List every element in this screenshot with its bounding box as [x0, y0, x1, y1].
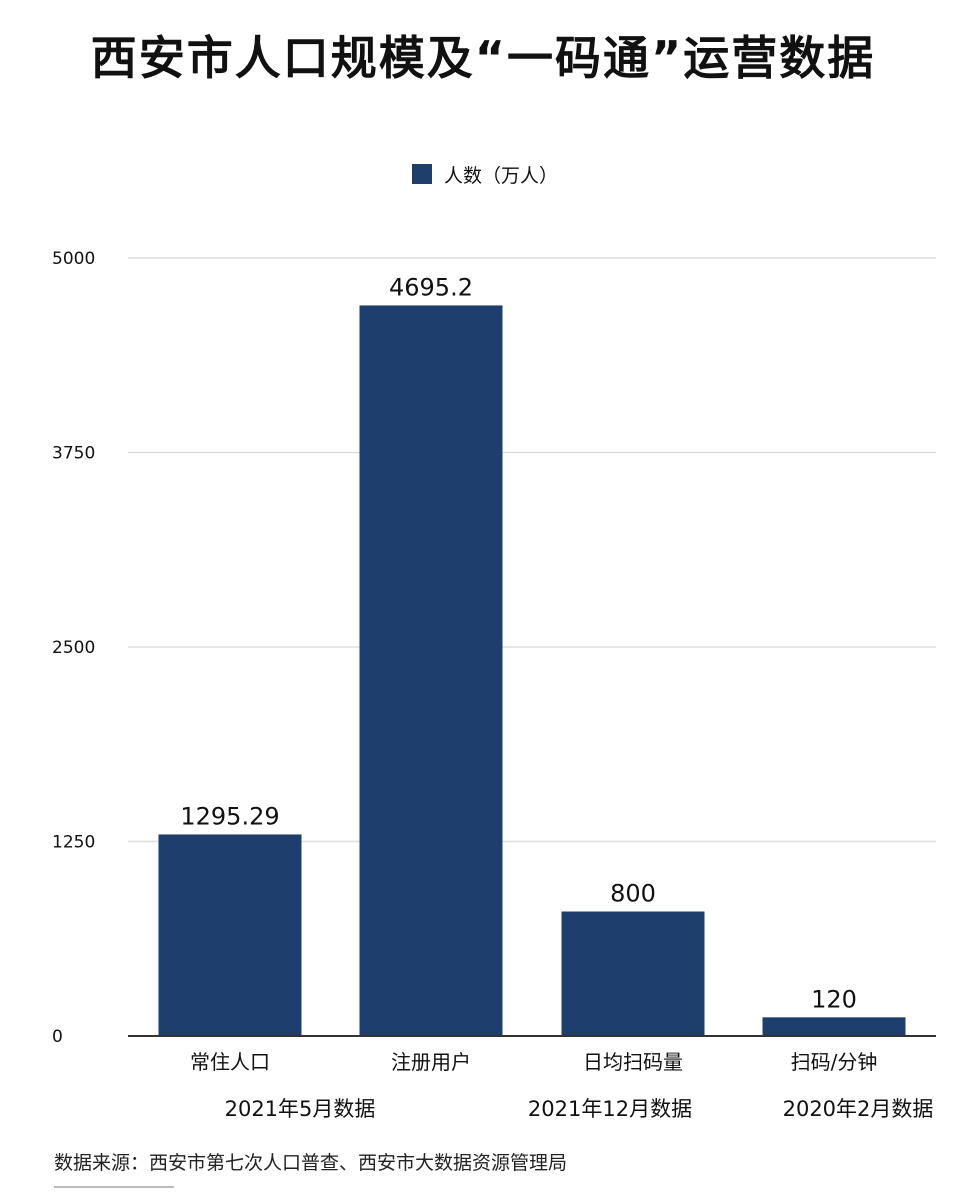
x-group-label: 2021年12月数据 [528, 1097, 692, 1121]
data-label: 4695.2 [389, 273, 473, 301]
data-labels: 1295.29 4695.2 800 120 [180, 273, 857, 1013]
data-label: 120 [811, 985, 857, 1013]
bar [359, 305, 503, 1036]
y-tick-label: 5000 [52, 249, 95, 269]
source-note: 数据来源：西安市第七次人口普查、西安市大数据资源管理局 [54, 1152, 568, 1174]
x-category-label: 扫码/分钟 [791, 1050, 878, 1074]
bar [762, 1017, 906, 1036]
bar [561, 911, 705, 1036]
y-axis-ticks: 0 1250 2500 3750 5000 [52, 249, 95, 1047]
y-tick-label: 3750 [52, 444, 95, 464]
chart-title: 西安市人口规模及“一码通”运营数据 [90, 31, 876, 85]
x-category-label: 注册用户 [391, 1050, 471, 1074]
x-category-label: 日均扫码量 [583, 1050, 683, 1074]
x-axis-groups: 2021年5月数据 2021年12月数据 2020年2月数据 [225, 1097, 934, 1121]
legend: 人数（万人） [412, 164, 558, 187]
y-tick-label: 0 [52, 1027, 63, 1047]
x-axis-categories: 常住人口 注册用户 日均扫码量 扫码/分钟 [190, 1050, 877, 1074]
x-group-label: 2020年2月数据 [783, 1097, 934, 1121]
legend-label: 人数（万人） [444, 165, 558, 187]
gridlines [128, 257, 936, 843]
x-category-label: 常住人口 [190, 1050, 270, 1074]
x-group-label: 2021年5月数据 [225, 1097, 376, 1121]
data-label: 800 [610, 880, 656, 908]
y-tick-label: 2500 [52, 638, 95, 658]
bottom-divider [54, 1186, 174, 1188]
bars [158, 305, 906, 1036]
bar [158, 834, 302, 1036]
y-tick-label: 1250 [52, 833, 95, 853]
legend-swatch [412, 164, 432, 184]
data-label: 1295.29 [180, 802, 279, 830]
